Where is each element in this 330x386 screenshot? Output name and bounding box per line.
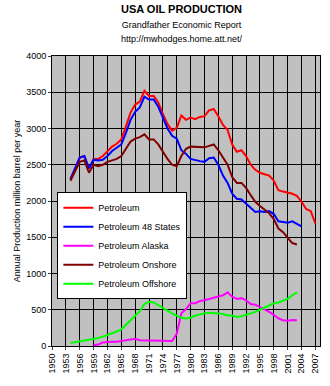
svg-text:1000: 1000 — [26, 269, 46, 279]
svg-text:2500: 2500 — [26, 160, 46, 170]
svg-text:0: 0 — [41, 341, 46, 351]
svg-text:1959: 1959 — [89, 354, 99, 374]
svg-text:1950: 1950 — [47, 354, 57, 374]
svg-text:3000: 3000 — [26, 124, 46, 134]
svg-text:1500: 1500 — [26, 232, 46, 242]
svg-text:1977: 1977 — [172, 354, 182, 374]
svg-text:1998: 1998 — [269, 354, 279, 374]
svg-text:1989: 1989 — [227, 354, 237, 374]
svg-text:Petroleum Offshore: Petroleum Offshore — [98, 279, 176, 289]
svg-text:1953: 1953 — [61, 354, 71, 374]
svg-text:1995: 1995 — [255, 354, 265, 374]
svg-text:1974: 1974 — [158, 354, 168, 374]
svg-text:2000: 2000 — [26, 196, 46, 206]
svg-text:Petroleum Onshore: Petroleum Onshore — [98, 260, 176, 270]
svg-text:2001: 2001 — [283, 354, 293, 374]
svg-text:1962: 1962 — [102, 354, 112, 374]
svg-text:1992: 1992 — [241, 354, 251, 374]
svg-text:500: 500 — [31, 305, 46, 315]
svg-text:1983: 1983 — [199, 354, 209, 374]
svg-text:Petroleum 48 States: Petroleum 48 States — [98, 222, 180, 232]
svg-text:1980: 1980 — [186, 354, 196, 374]
svg-text:1956: 1956 — [75, 354, 85, 374]
svg-text:3500: 3500 — [26, 87, 46, 97]
svg-text:Annual Production million barr: Annual Production million barrel per yea… — [12, 120, 22, 283]
svg-text:Petroleum Alaska: Petroleum Alaska — [98, 241, 168, 251]
svg-text:1971: 1971 — [144, 354, 154, 374]
svg-text:USA OIL PRODUCTIONGrandfather: USA OIL PRODUCTIONGrandfather Economic R… — [121, 3, 243, 44]
svg-text:Petroleum: Petroleum — [98, 203, 139, 213]
svg-text:1986: 1986 — [213, 354, 223, 374]
svg-text:4000: 4000 — [26, 51, 46, 61]
svg-text:1968: 1968 — [130, 354, 140, 374]
svg-text:1965: 1965 — [116, 354, 126, 374]
svg-text:2004: 2004 — [296, 354, 306, 374]
svg-text:2007: 2007 — [310, 354, 320, 374]
